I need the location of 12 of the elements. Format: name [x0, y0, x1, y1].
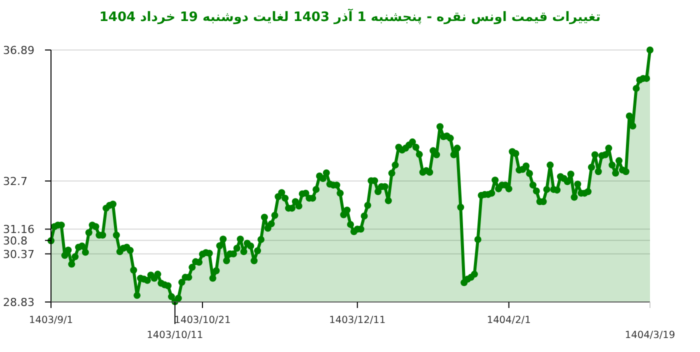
y-tick-label: 28.83: [3, 296, 34, 309]
x-tick-label: 1404/2/1: [486, 315, 531, 326]
y-tick-label: 30.37: [3, 248, 34, 261]
chart-title: تغییرات قیمت اونس نقره - پنجشنبه 1 آذر 1403 لغایت دوشنبه 19 خرداد 1404: [99, 8, 601, 25]
y-tick-label: 30.8: [3, 234, 28, 248]
y-tick-label: 32.7: [3, 175, 28, 188]
x-tick-label: 1403/12/11: [329, 315, 386, 326]
y-tick-label: 31.16: [3, 223, 34, 236]
x-tick-label: 1403/9/1: [29, 315, 73, 326]
x-tick-label: 1404/3/19: [624, 330, 676, 341]
y-tick-label: 36.89: [3, 44, 34, 57]
x-tick-label: 1403/10/11: [146, 330, 204, 341]
